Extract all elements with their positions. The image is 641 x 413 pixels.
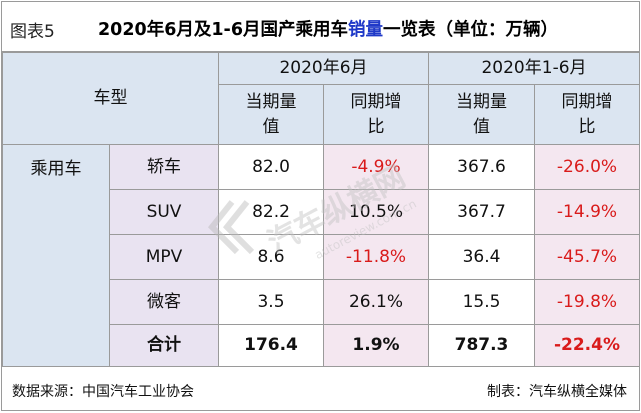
total-halfyear-yoy: -22.4% xyxy=(534,324,640,367)
subheader-halfyear-value: 当期量值 xyxy=(428,84,535,145)
month-value: 3.5 xyxy=(218,279,324,325)
subheader-halfyear-yoy: 同期增比 xyxy=(534,84,640,145)
figure-label: 图表5 xyxy=(10,22,55,42)
table-maker: 制表：汽车纵横全媒体 xyxy=(487,384,627,400)
title-bar: 图表5 2020年6月及1-6月国产乘用车销量一览表（单位：万辆） xyxy=(2,2,639,52)
month-value: 82.2 xyxy=(218,189,324,235)
group-header-month: 2020年6月 xyxy=(218,52,429,85)
title-highlight: 销量 xyxy=(348,20,383,40)
halfyear-value: 367.6 xyxy=(428,144,535,190)
month-yoy: -4.9% xyxy=(323,144,429,190)
category-cell: 乘用车 xyxy=(2,144,110,367)
title-prefix: 2020年6月及1-6月国产乘用车 xyxy=(98,20,348,40)
halfyear-value: 36.4 xyxy=(428,234,535,280)
halfyear-yoy: -45.7% xyxy=(534,234,640,280)
corner-cell: 车型 xyxy=(2,52,219,145)
total-row: 合计 176.4 1.9% 787.3 -22.4% xyxy=(3,324,640,367)
sales-table: 车型 2020年6月 2020年1-6月 当期量值 同期增比 当期量值 同期增比… xyxy=(2,52,640,367)
row-type: MPV xyxy=(109,234,219,280)
table-row: 乘用车 轿车 82.0 -4.9% 367.6 -26.0% xyxy=(2,144,640,367)
subheader-text: 当期量值 xyxy=(245,91,297,137)
subheader-month-value: 当期量值 xyxy=(218,84,324,145)
figure-title: 2020年6月及1-6月国产乘用车销量一览表（单位：万辆） xyxy=(98,16,558,41)
row-type: 微客 xyxy=(109,279,219,325)
data-source: 数据来源：中国汽车工业协会 xyxy=(12,384,194,400)
halfyear-yoy: -26.0% xyxy=(534,144,640,190)
row-type: SUV xyxy=(109,189,219,235)
table-row: SUV 82.2 10.5% 367.7 -14.9% xyxy=(3,189,640,235)
month-yoy: 10.5% xyxy=(323,189,429,235)
month-yoy: -11.8% xyxy=(323,234,429,280)
total-halfyear-value: 787.3 xyxy=(428,324,535,367)
subheader-text: 同期增比 xyxy=(350,91,402,137)
total-month-value: 176.4 xyxy=(218,324,324,367)
month-value: 82.0 xyxy=(218,144,324,190)
total-label: 合计 xyxy=(109,324,219,367)
total-month-yoy: 1.9% xyxy=(323,324,429,367)
month-value: 8.6 xyxy=(218,234,324,280)
halfyear-value: 15.5 xyxy=(428,279,535,325)
subheader-month-yoy: 同期增比 xyxy=(323,84,429,145)
group-header-halfyear: 2020年1-6月 xyxy=(428,52,640,85)
header-row-1: 车型 2020年6月 2020年1-6月 xyxy=(2,52,640,145)
subheader-text: 当期量值 xyxy=(456,91,507,137)
halfyear-yoy: -19.8% xyxy=(534,279,640,325)
halfyear-value: 367.7 xyxy=(428,189,535,235)
footer: 数据来源：中国汽车工业协会 制表：汽车纵横全媒体 xyxy=(2,372,639,410)
row-type: 轿车 xyxy=(109,144,219,190)
month-yoy: 26.1% xyxy=(323,279,429,325)
table-row: MPV 8.6 -11.8% 36.4 -45.7% xyxy=(3,234,640,280)
title-suffix: 一览表（单位：万辆） xyxy=(383,20,558,40)
header-row-2: 当期量值 同期增比 当期量值 同期增比 xyxy=(3,84,640,145)
subheader-text: 同期增比 xyxy=(561,91,613,137)
halfyear-yoy: -14.9% xyxy=(534,189,640,235)
table-row: 微客 3.5 26.1% 15.5 -19.8% xyxy=(3,279,640,325)
